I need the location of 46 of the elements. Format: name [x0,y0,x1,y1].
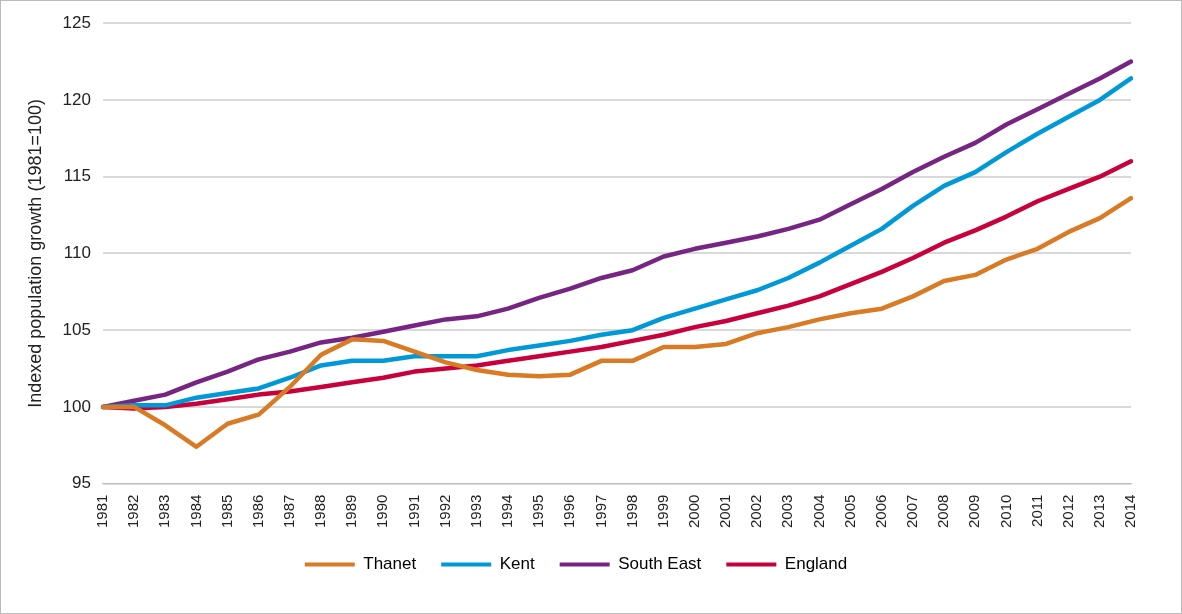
x-tick-label: 1994 [498,494,516,529]
legend-label: South East [618,554,702,574]
x-tick-label: 1991 [404,494,422,529]
y-tick-label: 105 [62,319,91,339]
x-tick-label: 1998 [622,494,640,529]
x-tick-label: 2000 [685,494,702,529]
x-tick-label: 1995 [529,494,547,529]
y-tick-label: 115 [63,166,91,186]
x-tick-label: 1989 [342,494,360,529]
x-tick-label: 1983 [155,494,173,529]
x-tick-label: 1997 [591,494,609,529]
x-tick-label: 1984 [186,494,204,529]
x-tick-label: 1990 [373,494,391,529]
x-tick-label: 1999 [653,494,671,529]
y-tick-label: 120 [62,89,91,109]
legend-label: Kent [499,554,535,574]
x-tick-label: 2006 [871,494,889,529]
x-tick-label: 1986 [248,494,266,529]
x-tick-label: 2011 [1027,494,1045,527]
x-tick-label: 2008 [934,494,952,529]
x-tick-label: 2014 [1121,494,1139,529]
x-tick-label: 1982 [124,494,142,529]
x-tick-label: 2010 [996,494,1014,529]
x-tick-label: 2009 [965,494,983,529]
x-tick-label: 1996 [560,494,578,529]
x-tick-label: 1985 [217,494,235,529]
x-tick-label: 2013 [1089,494,1107,529]
x-tick-label: 2003 [778,494,796,529]
legend-label: Thanet [363,554,417,574]
x-tick-label: 2002 [747,494,765,529]
x-tick-label: 1987 [280,494,298,529]
x-tick-label: 2001 [716,494,734,529]
y-tick-label: 125 [62,12,91,32]
x-tick-label: 2004 [809,494,827,529]
x-tick-label: 2007 [903,494,921,529]
legend-label: England [784,554,848,574]
y-axis-title: Indexed population growth (1981=100) [24,99,45,408]
y-tick-label: 100 [62,396,91,416]
y-tick-label: 110 [63,243,91,263]
x-tick-label: 1993 [466,494,484,529]
x-tick-label: 1981 [93,494,111,529]
x-tick-label: 2012 [1058,494,1076,529]
y-tick-label: 95 [72,473,91,493]
x-tick-label: 1988 [311,494,329,529]
x-tick-label: 2005 [840,494,858,529]
x-tick-label: 1992 [435,494,453,529]
